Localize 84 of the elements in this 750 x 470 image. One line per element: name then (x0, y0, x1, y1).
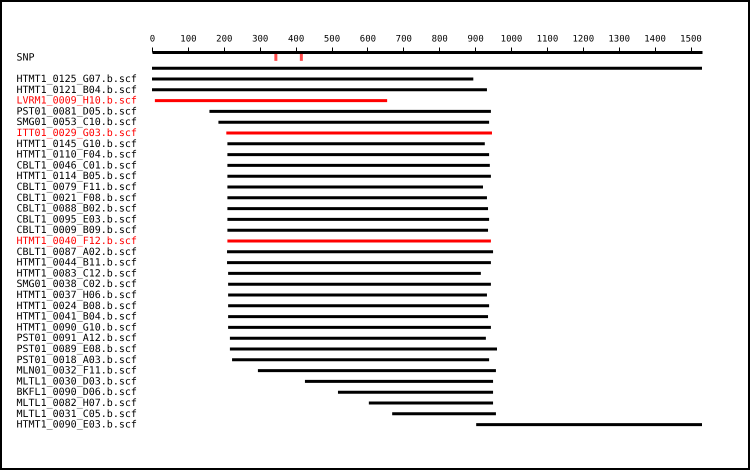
x-tick-label: 300 (252, 34, 268, 44)
y-tick-label: PST01_0081_D05.b.scf (16, 106, 137, 118)
x-tick-label: 0 (150, 34, 156, 44)
y-tick-label: HTMT1_0090_E03.b.scf (16, 420, 137, 431)
y-tick-label: LVRM1_0009_H10.b.scf (16, 96, 137, 107)
y-tick-label: CBLT1_0095_E03.b.scf (16, 214, 137, 226)
bar (368, 402, 494, 404)
y-tick-label: HTMT1_0145_G10.b.scf (16, 138, 137, 150)
x-tick-label: 500 (324, 34, 340, 44)
x-tick-label: 100 (180, 34, 197, 44)
x-tick-label: 1500 (680, 34, 702, 44)
y-tick-label: CBLT1_0021_F08.b.scf (16, 192, 137, 204)
y-tick-label: MLTL1_0082_H07.b.scf (16, 398, 137, 409)
bar (227, 261, 491, 264)
y-tick-label: PST01_0091_A12.b.scf (16, 333, 137, 344)
bar (218, 120, 490, 124)
bar (226, 132, 492, 134)
y-tick-label: PST01_0089_E08.b.scf (16, 344, 137, 355)
y-tick-label: HTMT1_0041_B04.b.scf (16, 312, 137, 323)
y-tick-label: HTMT1_0125_G07.b.scf (16, 74, 137, 85)
y-tick-label: HTMT1_0024_B08.b.scf (16, 300, 137, 312)
bar (227, 164, 490, 167)
bar (227, 228, 488, 232)
bar (152, 66, 702, 70)
x-tick-label: 700 (396, 34, 412, 44)
bar (232, 358, 490, 362)
y-tick-label: CBLT1_0079_F11.b.scf (16, 182, 137, 193)
y-tick-label: HTMT1_0083_C12.b.scf (16, 268, 137, 280)
y-tick-label: ITT01_0029_G03.b.scf (16, 128, 137, 139)
y-tick-label: CBLT1_0088_B02.b.scf (16, 204, 137, 215)
bar (228, 272, 481, 275)
bar (227, 240, 491, 242)
bar (227, 196, 487, 200)
bar (304, 380, 494, 383)
x-tick-label: 200 (216, 34, 232, 44)
y-tick-label: SNP (16, 52, 35, 64)
y-tick-label: MLN01_0032_F11.b.scf (16, 366, 137, 377)
y-tick-label: CBLT1_0087_A02.b.scf (16, 246, 137, 258)
bar (228, 294, 487, 296)
bar (209, 110, 491, 113)
bar (338, 390, 494, 394)
bar (227, 174, 491, 178)
y-tick-label: MLTL1_0030_D03.b.scf (16, 376, 137, 388)
y-tick-label: MLTL1_0031_C05.b.scf (16, 408, 137, 420)
x-tick-label: 600 (360, 34, 376, 44)
bar (228, 315, 488, 318)
y-tick-label: BKFL1_0090_D06.b.scf (16, 387, 137, 398)
bar (152, 78, 474, 80)
y-tick-label: SMG01_0038_C02.b.scf (16, 279, 137, 290)
bar (392, 412, 496, 416)
y-tick-label: HTMT1_0040_F12.b.scf (16, 236, 137, 247)
bar (476, 423, 702, 426)
x-tick-label: 800 (432, 34, 448, 44)
bar (227, 186, 484, 188)
x-tick-label: 1100 (536, 34, 558, 44)
x-tick-label: 900 (467, 34, 484, 44)
bar (227, 207, 488, 210)
bar (227, 250, 494, 254)
bar (227, 153, 490, 156)
bar (152, 88, 487, 92)
y-tick-label: HTMT1_0121_B04.b.scf (16, 84, 137, 96)
bar (154, 99, 388, 102)
bar (228, 326, 491, 329)
bar (227, 142, 485, 146)
y-tick-label: HTMT1_0044_B11.b.scf (16, 258, 137, 269)
y-tick-label: HTMT1_0090_G10.b.scf (16, 322, 137, 334)
y-tick-label: SMG01_0053_C10.b.scf (16, 117, 137, 128)
y-tick-label: PST01_0018_A03.b.scf (16, 354, 137, 366)
y-tick-label: HTMT1_0114_B05.b.scf (16, 171, 137, 182)
y-tick-label: CBLT1_0046_C01.b.scf (16, 160, 137, 172)
x-tick-label: 1400 (644, 34, 666, 44)
bar (228, 282, 491, 286)
y-tick-label: CBLT1_0009_B09.b.scf (16, 225, 137, 236)
y-tick-label: HTMT1_0110_F04.b.scf (16, 150, 137, 161)
x-tick-label: 1000 (500, 34, 522, 44)
bar (228, 304, 490, 308)
bar (258, 369, 496, 372)
y-tick-label: HTMT1_0037_H06.b.scf (16, 290, 137, 301)
bar (230, 348, 498, 350)
bar (227, 218, 490, 221)
bar (230, 336, 486, 340)
x-tick-label: 1300 (608, 34, 630, 44)
x-tick-label: 400 (288, 34, 304, 44)
x-tick-label: 1200 (572, 34, 594, 44)
